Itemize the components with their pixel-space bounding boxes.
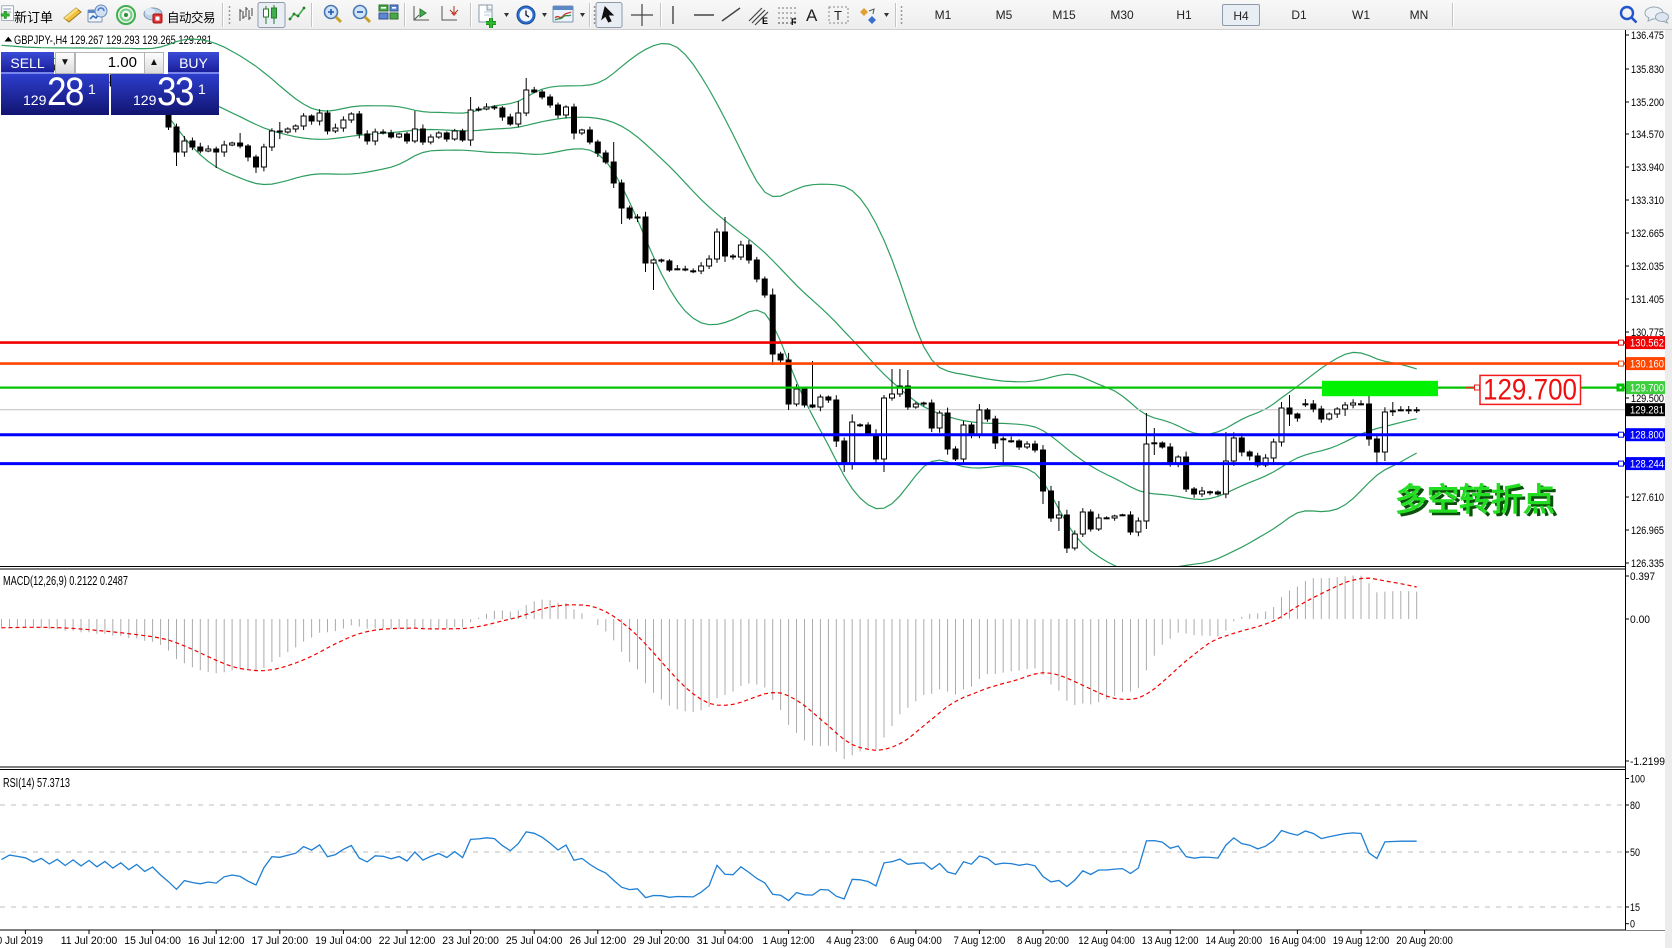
svg-text:E: E [762,16,768,26]
svg-text:133.310: 133.310 [1631,195,1664,207]
svg-text:GBPJPY-,H4 129.267 129.293 12: GBPJPY-,H4 129.267 129.293 129.265 129.2… [14,35,212,47]
svg-text:132.665: 132.665 [1631,228,1664,240]
svg-text:22 Jul 12:00: 22 Jul 12:00 [379,935,436,947]
svg-text:130.160: 130.160 [1630,359,1664,371]
svg-text:19 Aug 12:00: 19 Aug 12:00 [1333,935,1390,947]
svg-text:T: T [834,8,842,23]
svg-text:1 Aug 12:00: 1 Aug 12:00 [763,935,815,947]
svg-text:133.940: 133.940 [1631,162,1664,174]
svg-text:10 Jul 2019: 10 Jul 2019 [0,935,43,947]
svg-text:25 Jul 04:00: 25 Jul 04:00 [506,935,563,947]
svg-text:13 Aug 12:00: 13 Aug 12:00 [1142,935,1199,947]
svg-text:7 Aug 12:00: 7 Aug 12:00 [953,935,1005,947]
svg-text:129.500: 129.500 [1631,393,1664,405]
svg-text:126.335: 126.335 [1631,558,1664,570]
svg-text:100: 100 [1630,774,1645,786]
svg-text:127.610: 127.610 [1631,492,1664,504]
svg-text:131.405: 131.405 [1631,294,1664,306]
svg-text:80: 80 [1630,800,1640,812]
svg-text:132.035: 132.035 [1631,261,1664,273]
svg-text:0: 0 [1630,919,1635,931]
svg-text:129.700: 129.700 [1483,374,1577,407]
svg-text:6 Aug 04:00: 6 Aug 04:00 [890,935,942,947]
svg-text:MACD(12,26,9) 0.2122 0.2487: MACD(12,26,9) 0.2122 0.2487 [3,574,128,588]
svg-text:129.281: 129.281 [1630,405,1664,417]
svg-text:多空转折点: 多空转折点 [1395,482,1555,518]
svg-text:130.775: 130.775 [1631,327,1664,339]
svg-text:16 Jul 12:00: 16 Jul 12:00 [188,935,245,947]
svg-text:31 Jul 04:00: 31 Jul 04:00 [697,935,754,947]
svg-text:16 Aug 04:00: 16 Aug 04:00 [1269,935,1326,947]
svg-text:15: 15 [1630,902,1640,914]
svg-text:0.397: 0.397 [1630,571,1655,583]
svg-text:128.800: 128.800 [1630,430,1664,442]
svg-text:134.570: 134.570 [1631,129,1664,141]
svg-text:129.700: 129.700 [1630,383,1664,395]
svg-text:126.965: 126.965 [1631,525,1664,537]
svg-text:50: 50 [1630,847,1640,859]
svg-text:0.00: 0.00 [1630,614,1650,626]
svg-text:多空转折点: 多空转折点 [1398,484,1558,520]
svg-text:23 Jul 20:00: 23 Jul 20:00 [442,935,499,947]
svg-text:12 Aug 04:00: 12 Aug 04:00 [1078,935,1135,947]
svg-text:130.562: 130.562 [1630,338,1664,350]
svg-text:RSI(14) 57.3713: RSI(14) 57.3713 [3,776,70,790]
svg-text:136.475: 136.475 [1631,30,1664,42]
svg-text:26 Jul 12:00: 26 Jul 12:00 [570,935,627,947]
svg-text:8 Aug 20:00: 8 Aug 20:00 [1017,935,1069,947]
svg-text:19 Jul 04:00: 19 Jul 04:00 [315,935,372,947]
svg-text:128.244: 128.244 [1630,459,1664,471]
svg-text:135.830: 135.830 [1631,64,1664,76]
svg-text:A: A [806,6,818,25]
svg-text:20 Aug 20:00: 20 Aug 20:00 [1396,935,1453,947]
svg-text:17 Jul 20:00: 17 Jul 20:00 [252,935,309,947]
svg-text:15 Jul 04:00: 15 Jul 04:00 [124,935,181,947]
svg-text:135.200: 135.200 [1631,97,1664,109]
svg-text:4 Aug 23:00: 4 Aug 23:00 [826,935,878,947]
svg-text:F: F [791,17,797,27]
svg-text:14 Aug 20:00: 14 Aug 20:00 [1206,935,1263,947]
svg-text:29 Jul 20:00: 29 Jul 20:00 [633,935,690,947]
svg-text:11 Jul 20:00: 11 Jul 20:00 [61,935,118,947]
svg-text:-1.2199: -1.2199 [1630,756,1665,768]
